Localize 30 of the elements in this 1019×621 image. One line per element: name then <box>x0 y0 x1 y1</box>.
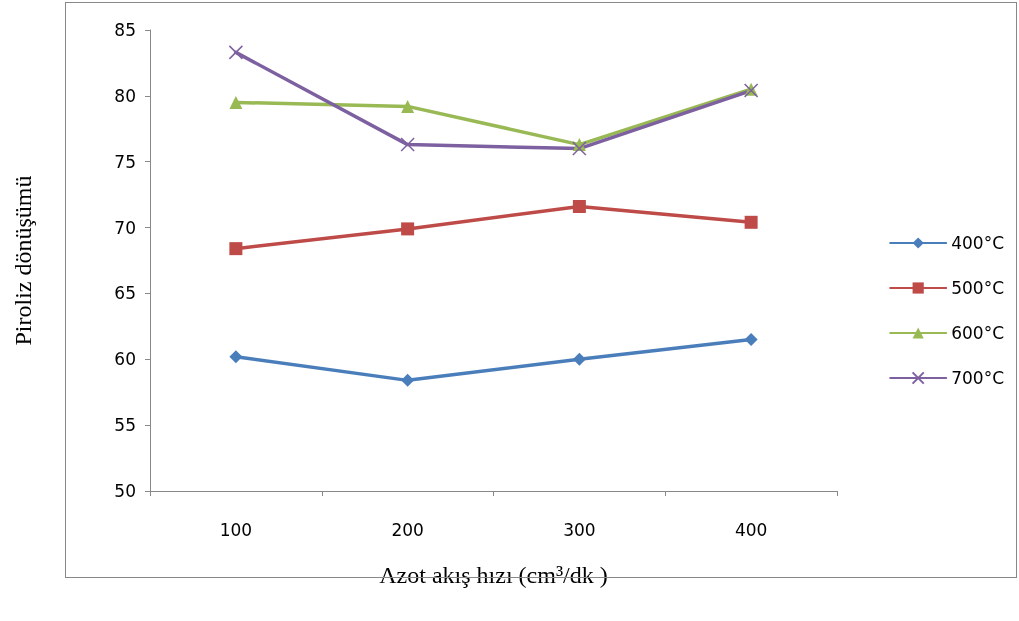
y-tick-label: 55 <box>114 415 136 436</box>
y-tick-label: 60 <box>114 349 136 370</box>
x-tick-label: 400 <box>734 519 768 540</box>
point <box>572 352 586 366</box>
y-tick-label: 65 <box>114 283 136 304</box>
point <box>228 45 244 60</box>
y-tick-label: 80 <box>114 85 136 106</box>
x-tick-label: 200 <box>391 519 424 540</box>
y-tick-label: 50 <box>114 481 136 501</box>
point <box>572 200 586 213</box>
x-tick-label: 300 <box>563 519 596 540</box>
legend-label: 400°C <box>951 233 1005 253</box>
point <box>744 215 758 229</box>
x-tick-label: 100 <box>219 519 253 540</box>
legend-label: 700°C <box>951 368 1005 388</box>
point <box>401 222 415 236</box>
point <box>229 350 243 364</box>
point <box>229 95 243 109</box>
point <box>744 333 758 347</box>
y-tick-label: 75 <box>114 151 136 172</box>
legend-label: 600°C <box>951 323 1005 343</box>
y-tick-label: 70 <box>114 217 136 238</box>
y-axis-title: Piroliz dönüşümü <box>10 175 36 346</box>
point <box>401 99 415 113</box>
point <box>400 137 415 152</box>
point <box>572 141 587 156</box>
point <box>229 242 243 256</box>
point <box>401 373 415 387</box>
legend-label: 500°C <box>951 278 1005 298</box>
y-tick-label: 85 <box>114 20 136 40</box>
